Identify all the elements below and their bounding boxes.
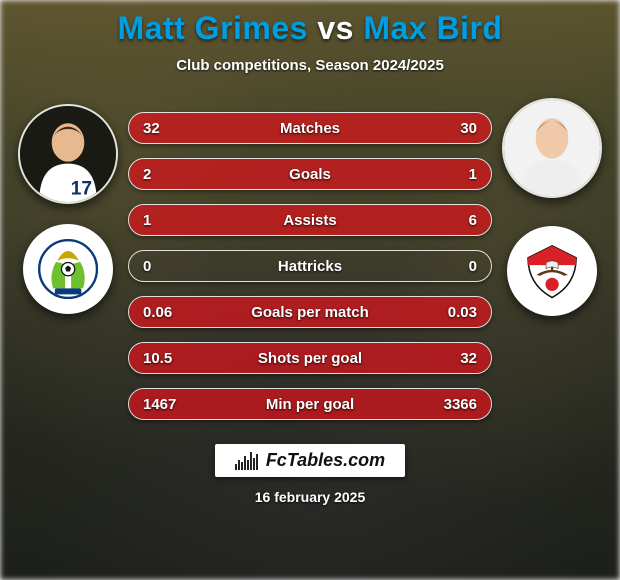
title-player-2: Max Bird <box>363 10 502 46</box>
player-2-photo <box>502 98 602 198</box>
stat-value-right: 3366 <box>427 396 491 413</box>
crest-2-svg <box>522 241 582 301</box>
player-1-photo-svg: 17 <box>20 106 116 202</box>
stat-value-left: 1 <box>129 212 193 229</box>
brand-bar <box>253 458 255 470</box>
p2-face <box>536 118 569 158</box>
stat-value-left: 1467 <box>129 396 193 413</box>
c2-circle <box>545 278 558 291</box>
brand-bars-icon <box>235 452 258 470</box>
stats-column: 32Matches302Goals11Assists60Hattricks00.… <box>128 104 492 420</box>
brand-logo: FcTables.com <box>215 444 405 477</box>
player-2-club-crest <box>507 226 597 316</box>
brand-bar <box>256 454 258 470</box>
comparison-card: Matt Grimes vs Max Bird Club competition… <box>0 0 620 580</box>
stat-value-left: 32 <box>129 120 193 137</box>
stat-label: Goals per match <box>193 304 427 321</box>
crest-1-svg <box>38 239 98 299</box>
left-side: 17 <box>8 104 128 314</box>
stat-value-right: 30 <box>427 120 491 137</box>
player-2-photo-svg <box>504 100 600 196</box>
right-side <box>492 104 612 316</box>
stat-label: Goals <box>193 166 427 183</box>
footer: FcTables.com 16 february 2025 <box>215 444 405 505</box>
stat-value-left: 0.06 <box>129 304 193 321</box>
stat-value-right: 1 <box>427 166 491 183</box>
stat-label: Matches <box>193 120 427 137</box>
brand-bar <box>238 460 240 470</box>
brand-bar <box>235 464 237 470</box>
player-1-photo: 17 <box>18 104 118 204</box>
subtitle: Club competitions, Season 2024/2025 <box>176 57 444 74</box>
stat-value-right: 6 <box>427 212 491 229</box>
stat-value-left: 10.5 <box>129 350 193 367</box>
title-player-1: Matt Grimes <box>118 10 308 46</box>
player-1-club-crest <box>23 224 113 314</box>
stat-label: Shots per goal <box>193 350 427 367</box>
brand-bar <box>241 462 243 470</box>
stat-row: 32Matches30 <box>128 112 492 144</box>
main-area: 17 32Matches302Goals11Assists60Hatt <box>0 104 620 420</box>
stat-row: 0.06Goals per match0.03 <box>128 296 492 328</box>
title-vs: vs <box>317 10 354 46</box>
stat-value-left: 2 <box>129 166 193 183</box>
brand-bar <box>250 452 252 470</box>
stat-value-right: 0.03 <box>427 304 491 321</box>
p1-number: 17 <box>71 178 92 199</box>
stat-value-right: 32 <box>427 350 491 367</box>
stat-value-left: 0 <box>129 258 193 275</box>
stat-row: 1467Min per goal3366 <box>128 388 492 420</box>
stat-value-right: 0 <box>427 258 491 275</box>
c1-footer <box>55 288 81 294</box>
stat-label: Assists <box>193 212 427 229</box>
content: Matt Grimes vs Max Bird Club competition… <box>0 0 620 505</box>
stat-label: Min per goal <box>193 396 427 413</box>
brand-bar <box>244 456 246 470</box>
date-label: 16 february 2025 <box>255 489 366 505</box>
brand-text: FcTables.com <box>266 450 385 471</box>
page-title: Matt Grimes vs Max Bird <box>118 10 503 47</box>
brand-bar <box>247 460 249 470</box>
stat-row: 2Goals1 <box>128 158 492 190</box>
stat-row: 0Hattricks0 <box>128 250 492 282</box>
stat-row: 10.5Shots per goal32 <box>128 342 492 374</box>
stat-label: Hattricks <box>193 258 427 275</box>
stat-row: 1Assists6 <box>128 204 492 236</box>
